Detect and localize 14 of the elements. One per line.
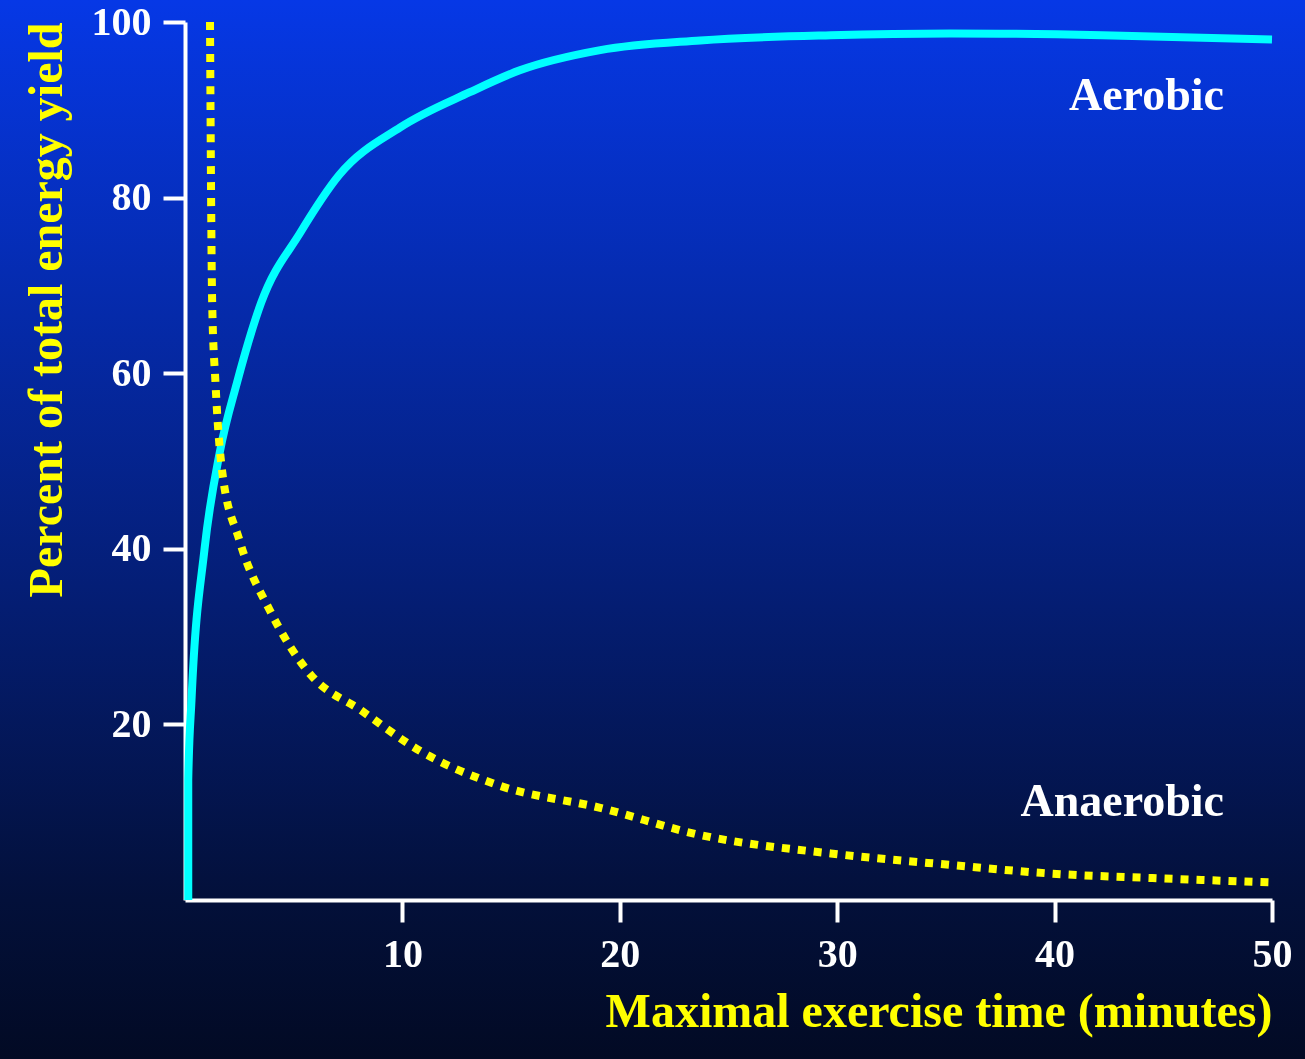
y-tick-label: 80	[111, 174, 152, 220]
y-tick-label: 60	[111, 349, 152, 395]
x-axis-title: Maximal exercise time (minutes)	[605, 983, 1273, 1038]
x-tick-label: 10	[382, 930, 423, 976]
x-tick-label: 40	[1035, 930, 1076, 976]
y-tick-label: 40	[111, 525, 152, 571]
y-tick-label: 100	[91, 0, 152, 44]
x-tick-label: 20	[600, 930, 641, 976]
series-label: Aerobic	[1068, 68, 1224, 120]
series-label: Anaerobic	[1020, 775, 1224, 827]
y-axis-title: Percent of total energy yield	[18, 22, 72, 598]
x-tick-label: 50	[1252, 930, 1293, 976]
x-tick-label: 30	[817, 930, 858, 976]
y-tick-label: 20	[111, 700, 152, 746]
